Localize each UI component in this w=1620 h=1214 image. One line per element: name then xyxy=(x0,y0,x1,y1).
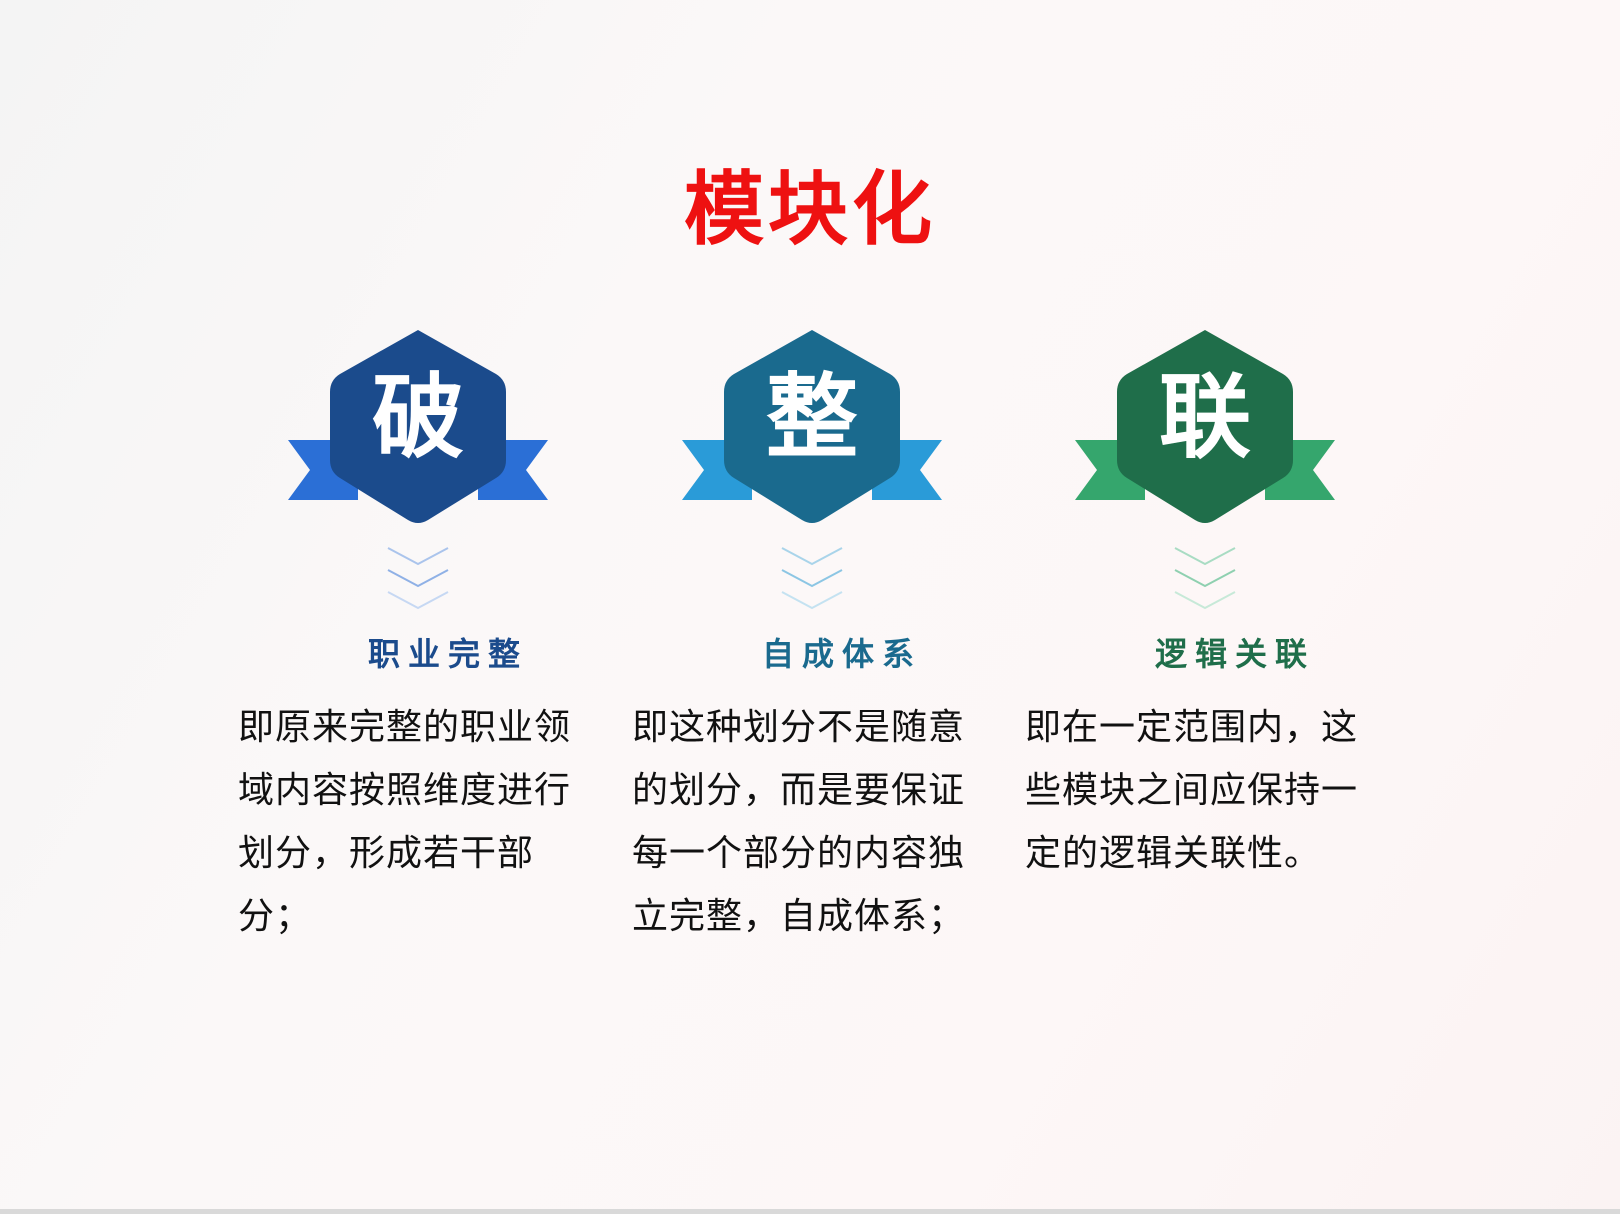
badge-glyph: 整 xyxy=(765,364,858,471)
badge-glyph: 破 xyxy=(371,364,464,471)
chevron-down-icon xyxy=(781,547,843,610)
chevron-down-icon xyxy=(387,547,449,610)
chevron-down-icon xyxy=(1174,547,1236,610)
bottom-divider xyxy=(0,1209,1620,1214)
badge-glyph: 联 xyxy=(1158,364,1251,471)
hexagon-ribbon-badge-icon: 整 xyxy=(682,330,942,540)
item-heading: 逻辑关联 xyxy=(1154,635,1315,673)
card-item-2: 整 自成体系 即这种划分不是随意的划分，而是要保证每一个部分的内容独立完整，自成… xyxy=(632,330,992,948)
hexagon-ribbon-badge-icon: 联 xyxy=(1075,330,1335,540)
item-description: 即这种划分不是随意的划分，而是要保证每一个部分的内容独立完整，自成体系； xyxy=(632,707,966,937)
item-heading: 职业完整 xyxy=(367,635,528,673)
hexagon-ribbon-badge-icon: 破 xyxy=(288,330,548,540)
item-heading: 自成体系 xyxy=(761,635,922,673)
page-title: 模块化 xyxy=(684,163,936,256)
card-item-1: 破 职业完整 即原来完整的职业领域内容按照维度进行划分，形成若干部分； xyxy=(238,330,598,948)
card-item-3: 联 逻辑关联 即在一定范围内，这些模块之间应保持一定的逻辑关联性。 xyxy=(1025,330,1385,885)
item-description: 即原来完整的职业领域内容按照维度进行划分，形成若干部分； xyxy=(238,707,572,937)
item-description: 即在一定范围内，这些模块之间应保持一定的逻辑关联性。 xyxy=(1025,707,1359,874)
